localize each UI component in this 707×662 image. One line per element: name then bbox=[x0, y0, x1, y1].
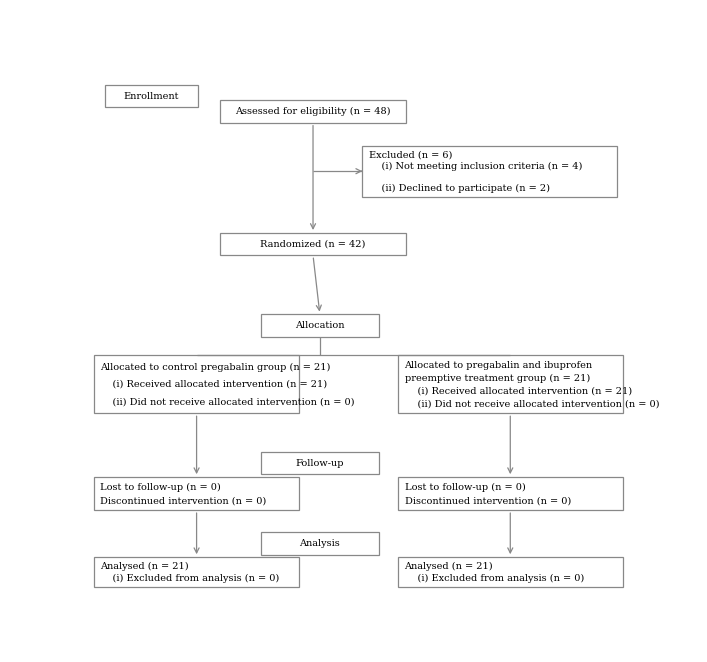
Text: (ii) Declined to participate (n = 2): (ii) Declined to participate (n = 2) bbox=[369, 183, 550, 193]
Text: Analysed (n = 21): Analysed (n = 21) bbox=[404, 562, 493, 571]
Bar bbox=[94, 557, 299, 587]
Bar bbox=[261, 452, 379, 475]
Bar bbox=[398, 557, 623, 587]
Text: Follow-up: Follow-up bbox=[296, 459, 344, 468]
Text: (i) Received allocated intervention (n = 21): (i) Received allocated intervention (n =… bbox=[404, 387, 631, 395]
Bar bbox=[261, 314, 379, 337]
Bar bbox=[94, 355, 299, 413]
Text: Randomized (n = 42): Randomized (n = 42) bbox=[260, 240, 366, 249]
Text: (ii) Did not receive allocated intervention (n = 0): (ii) Did not receive allocated intervent… bbox=[404, 399, 659, 408]
Text: Allocation: Allocation bbox=[295, 321, 344, 330]
Text: (i) Excluded from analysis (n = 0): (i) Excluded from analysis (n = 0) bbox=[404, 573, 584, 583]
Bar bbox=[261, 532, 379, 555]
Text: (i) Excluded from analysis (n = 0): (i) Excluded from analysis (n = 0) bbox=[100, 573, 280, 583]
Bar bbox=[105, 85, 198, 107]
Bar bbox=[398, 355, 623, 413]
Bar bbox=[363, 146, 617, 197]
Text: Discontinued intervention (n = 0): Discontinued intervention (n = 0) bbox=[404, 496, 571, 505]
Text: Lost to follow-up (n = 0): Lost to follow-up (n = 0) bbox=[404, 483, 525, 492]
Text: Analysis: Analysis bbox=[300, 539, 340, 547]
Bar bbox=[398, 477, 623, 510]
Text: (ii) Did not receive allocated intervention (n = 0): (ii) Did not receive allocated intervent… bbox=[100, 397, 355, 406]
Bar bbox=[220, 101, 407, 122]
Bar bbox=[94, 477, 299, 510]
Text: Analysed (n = 21): Analysed (n = 21) bbox=[100, 562, 189, 571]
Text: Assessed for eligibility (n = 48): Assessed for eligibility (n = 48) bbox=[235, 107, 391, 116]
Text: (i) Not meeting inclusion criteria (n = 4): (i) Not meeting inclusion criteria (n = … bbox=[369, 162, 583, 171]
Text: Lost to follow-up (n = 0): Lost to follow-up (n = 0) bbox=[100, 483, 221, 492]
Bar bbox=[220, 233, 407, 256]
Text: Allocated to control pregabalin group (n = 21): Allocated to control pregabalin group (n… bbox=[100, 363, 331, 372]
Text: Excluded (n = 6): Excluded (n = 6) bbox=[369, 151, 452, 160]
Text: Enrollment: Enrollment bbox=[124, 92, 179, 101]
Text: Discontinued intervention (n = 0): Discontinued intervention (n = 0) bbox=[100, 496, 267, 505]
Text: (i) Received allocated intervention (n = 21): (i) Received allocated intervention (n =… bbox=[100, 380, 327, 389]
Text: preemptive treatment group (n = 21): preemptive treatment group (n = 21) bbox=[404, 373, 590, 383]
Text: Allocated to pregabalin and ibuprofen: Allocated to pregabalin and ibuprofen bbox=[404, 361, 592, 369]
